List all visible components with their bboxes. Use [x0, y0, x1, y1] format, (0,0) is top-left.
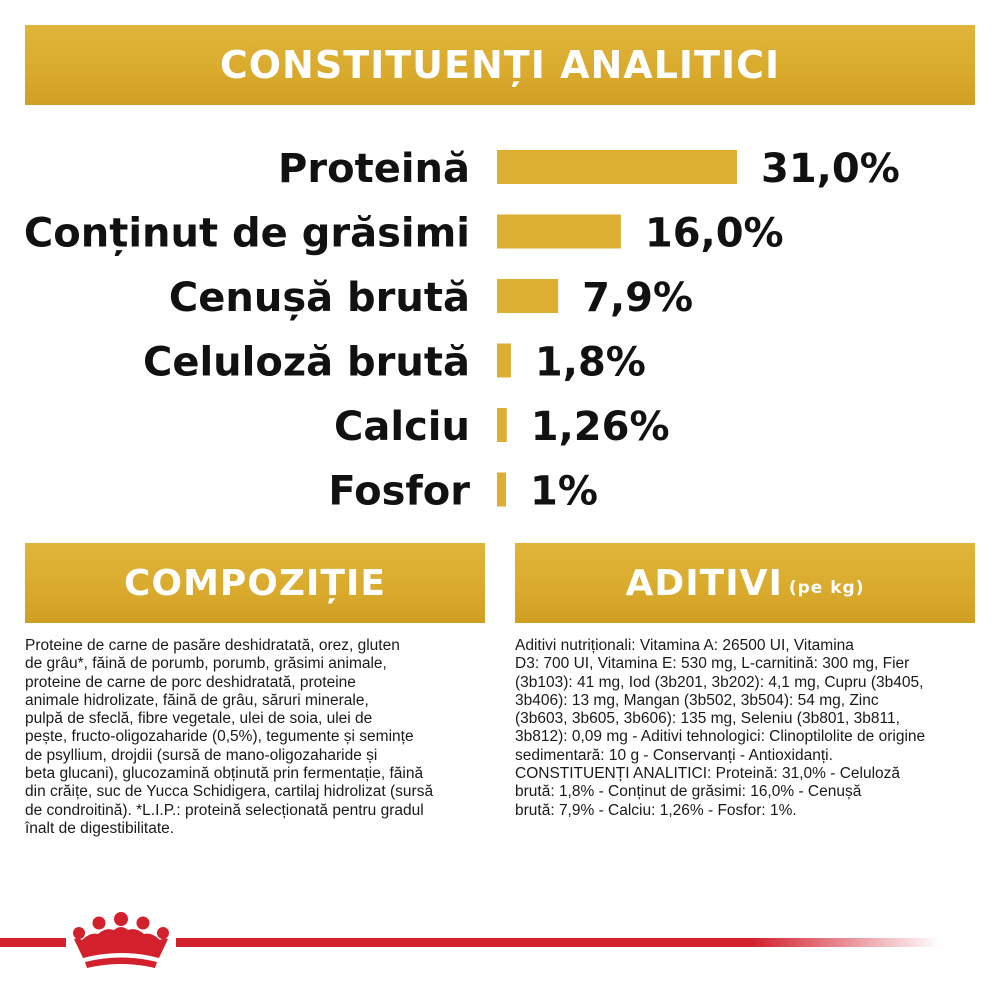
section-banner-composition: COMPOZIȚIE: [25, 543, 485, 623]
value-label: 1,8%: [535, 340, 646, 386]
additives-line: D3: 700 UI, Vitamina E: 530 mg, L-carnit…: [515, 655, 910, 673]
category-label: Proteină: [278, 146, 470, 192]
category-label: Celuloză brută: [143, 340, 470, 386]
analytical-bar-chart: Proteină 31,0% Conținut de grăsimi 16,0% Cen…: [24, 146, 900, 515]
composition-line: proteine de carne de porc deshidratată, …: [25, 673, 356, 691]
composition-line: Proteine de carne de pasăre deshidratată…: [25, 637, 400, 654]
bar: [497, 214, 621, 249]
composition-text: Proteine de carne de pasăre deshidratată…: [25, 637, 465, 838]
value-label: 31,0%: [761, 146, 900, 192]
footer-red-line: [0, 938, 940, 947]
category-label: Cenușă brută: [169, 275, 470, 321]
composition-line: pește, fructo-oligozaharide (0,5%), tegu…: [25, 728, 414, 746]
additives-line: Aditivi nutriționali: Vitamina A: 26500 …: [515, 637, 854, 654]
crown-icon: [66, 912, 176, 974]
additives-line: 3b406): 13 mg, Mangan (3b502, 3b504): 54…: [515, 691, 879, 709]
composition-line: de condroitină). *L.I.P.: proteină selec…: [25, 801, 424, 819]
composition-line: animale hidrolizate, făină de grâu, săru…: [25, 691, 369, 709]
additives-line: brută: 7,9% - Calciu: 1,26% - Fosfor: 1%…: [515, 801, 797, 819]
bar: [497, 279, 559, 313]
composition-line: de grâu*, făină de porumb, porumb, grăsi…: [25, 655, 387, 673]
category-label: Fosfor: [328, 469, 470, 515]
bar: [497, 408, 507, 442]
additives-line: (3b103): 41 mg, Iod (3b201, 3b202): 4,1 …: [515, 673, 924, 691]
section-title-additives: ADITIVI: [625, 562, 783, 604]
additives-text: Aditivi nutriționali: Vitamina A: 26500 …: [515, 637, 975, 820]
section-banner-analytical: CONSTITUENȚI ANALITICI: [25, 25, 975, 105]
value-label: 1,26%: [531, 404, 670, 450]
additives-line: (3b603, 3b605, 3b606): 135 mg, Seleniu (…: [515, 710, 900, 728]
composition-line: de psyllium, drojdii (sursă de mano-olig…: [25, 746, 378, 764]
composition-line: din crăițe, suc de Yucca Schidigera, car…: [25, 783, 434, 801]
composition-line: pulpă de sfeclă, fibre vegetale, ulei de…: [25, 710, 373, 728]
bar: [497, 150, 737, 184]
additives-line: brută: 1,8% - Conținut de grăsimi: 16,0%…: [515, 783, 862, 801]
value-label: 1%: [530, 469, 598, 515]
value-label: 7,9%: [582, 275, 693, 321]
composition-line: beta glucani), glucozamină obținută prin…: [25, 765, 424, 783]
section-title-analytical: CONSTITUENȚI ANALITICI: [219, 43, 781, 87]
value-label: 16,0%: [645, 211, 784, 257]
additives-line: sedimentară: 10 g - Conservanți - Antiox…: [515, 746, 833, 764]
category-label: Calciu: [334, 404, 470, 450]
section-banner-additives: ADITIVI (pe kg): [515, 543, 975, 623]
bar: [497, 472, 506, 507]
additives-line: 3b812): 0,09 mg - Aditivi tehnologici: C…: [515, 728, 926, 746]
additives-line: CONSTITUENȚI ANALITICI: Proteină: 31,0% …: [515, 765, 901, 783]
section-title-additives-suffix: (pe kg): [788, 578, 865, 598]
bar: [497, 343, 511, 378]
section-title-composition: COMPOZIȚIE: [124, 562, 386, 604]
category-label: Conținut de grăsimi: [24, 211, 470, 257]
composition-line: înalt de digestibilitate.: [25, 819, 175, 837]
